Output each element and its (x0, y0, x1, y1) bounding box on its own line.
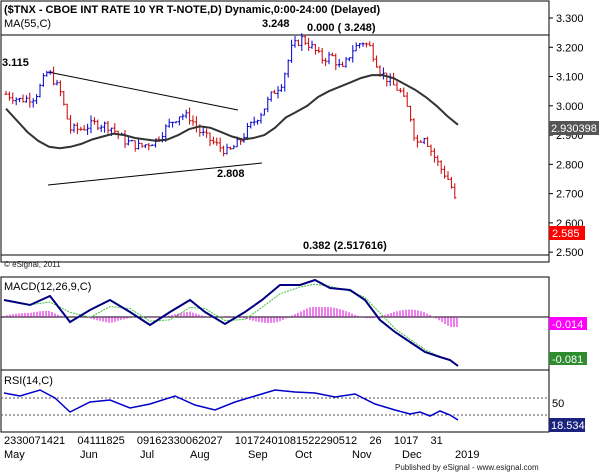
x-month-label: Jul (140, 449, 154, 461)
x-month-label: Aug (190, 449, 210, 461)
price-bars (4, 33, 457, 199)
rsi-tick-50: 50 (552, 398, 564, 410)
price-tick-label: 3.000 (556, 101, 584, 113)
x-month-label: Dec (402, 449, 422, 461)
macd-hist-value: -0.014 (552, 319, 583, 331)
rsi-line (3, 389, 459, 421)
last-price-text: 2.585 (552, 228, 580, 240)
copyright: © eSignal, 2011 (4, 260, 61, 269)
macd-signal-value: -0.081 (552, 354, 583, 366)
fib-382-label: 0.382 (2.517616) (303, 240, 387, 252)
x-day-labels: 2330071421 04111825 09162330062027 10172… (4, 435, 443, 447)
macd-line (3, 278, 459, 367)
rsi-value: 18.534 (551, 420, 585, 432)
fib-0-label: 0.000 ( 3.248) (307, 22, 376, 34)
left-value-label: 3.115 (2, 57, 29, 69)
x-month-labels: May Jun Jul Aug Sep Oct Nov Dec 2019 (4, 449, 479, 461)
ma-label: MA(55,C) (4, 18, 51, 30)
x-month-label: Jun (80, 449, 98, 461)
published-by: Published by eSignal - www.esignal.com (395, 463, 539, 472)
price-y-axis: 3.3003.2003.1003.0002.9002.8002.7002.600… (549, 13, 584, 259)
x-month-label: 2019 (455, 449, 479, 461)
last-price-tag (549, 226, 585, 240)
price-tick-label: 2.800 (556, 159, 584, 171)
panel-frames (0, 0, 550, 433)
price-tick-label: 3.100 (556, 72, 584, 84)
price-tick-label: 2.500 (556, 247, 584, 259)
ma-value-tag (549, 121, 599, 135)
macd-title: MACD(12,26,9,C) (4, 281, 91, 293)
x-month-label: Nov (352, 449, 372, 461)
x-month-label: Sep (248, 449, 268, 461)
rsi-value-tag (549, 418, 585, 432)
upper-trendline (47, 71, 239, 111)
lower-trendline (47, 162, 263, 186)
x-month-label: Oct (295, 449, 312, 461)
price-tick-label: 2.700 (556, 189, 584, 201)
price-tick-label: 3.300 (556, 13, 584, 25)
ma-value-text: 2.930398 (551, 123, 597, 135)
trough-label: 2.808 (217, 168, 245, 180)
macd-signal-line (3, 283, 459, 366)
macd-signal-tag (549, 352, 587, 365)
chart-title: ($TNX - CBOE INT RATE 10 YR T-NOTE,D) Dy… (4, 4, 380, 16)
peak-label: 3.248 (262, 18, 290, 30)
rsi-title: RSI(14,C) (4, 375, 53, 387)
price-tick-label: 3.200 (556, 42, 584, 54)
macd-histogram (3, 307, 458, 327)
x-month-label: May (4, 449, 25, 461)
ma-55-line (5, 74, 459, 150)
macd-hist-tag (549, 317, 587, 330)
